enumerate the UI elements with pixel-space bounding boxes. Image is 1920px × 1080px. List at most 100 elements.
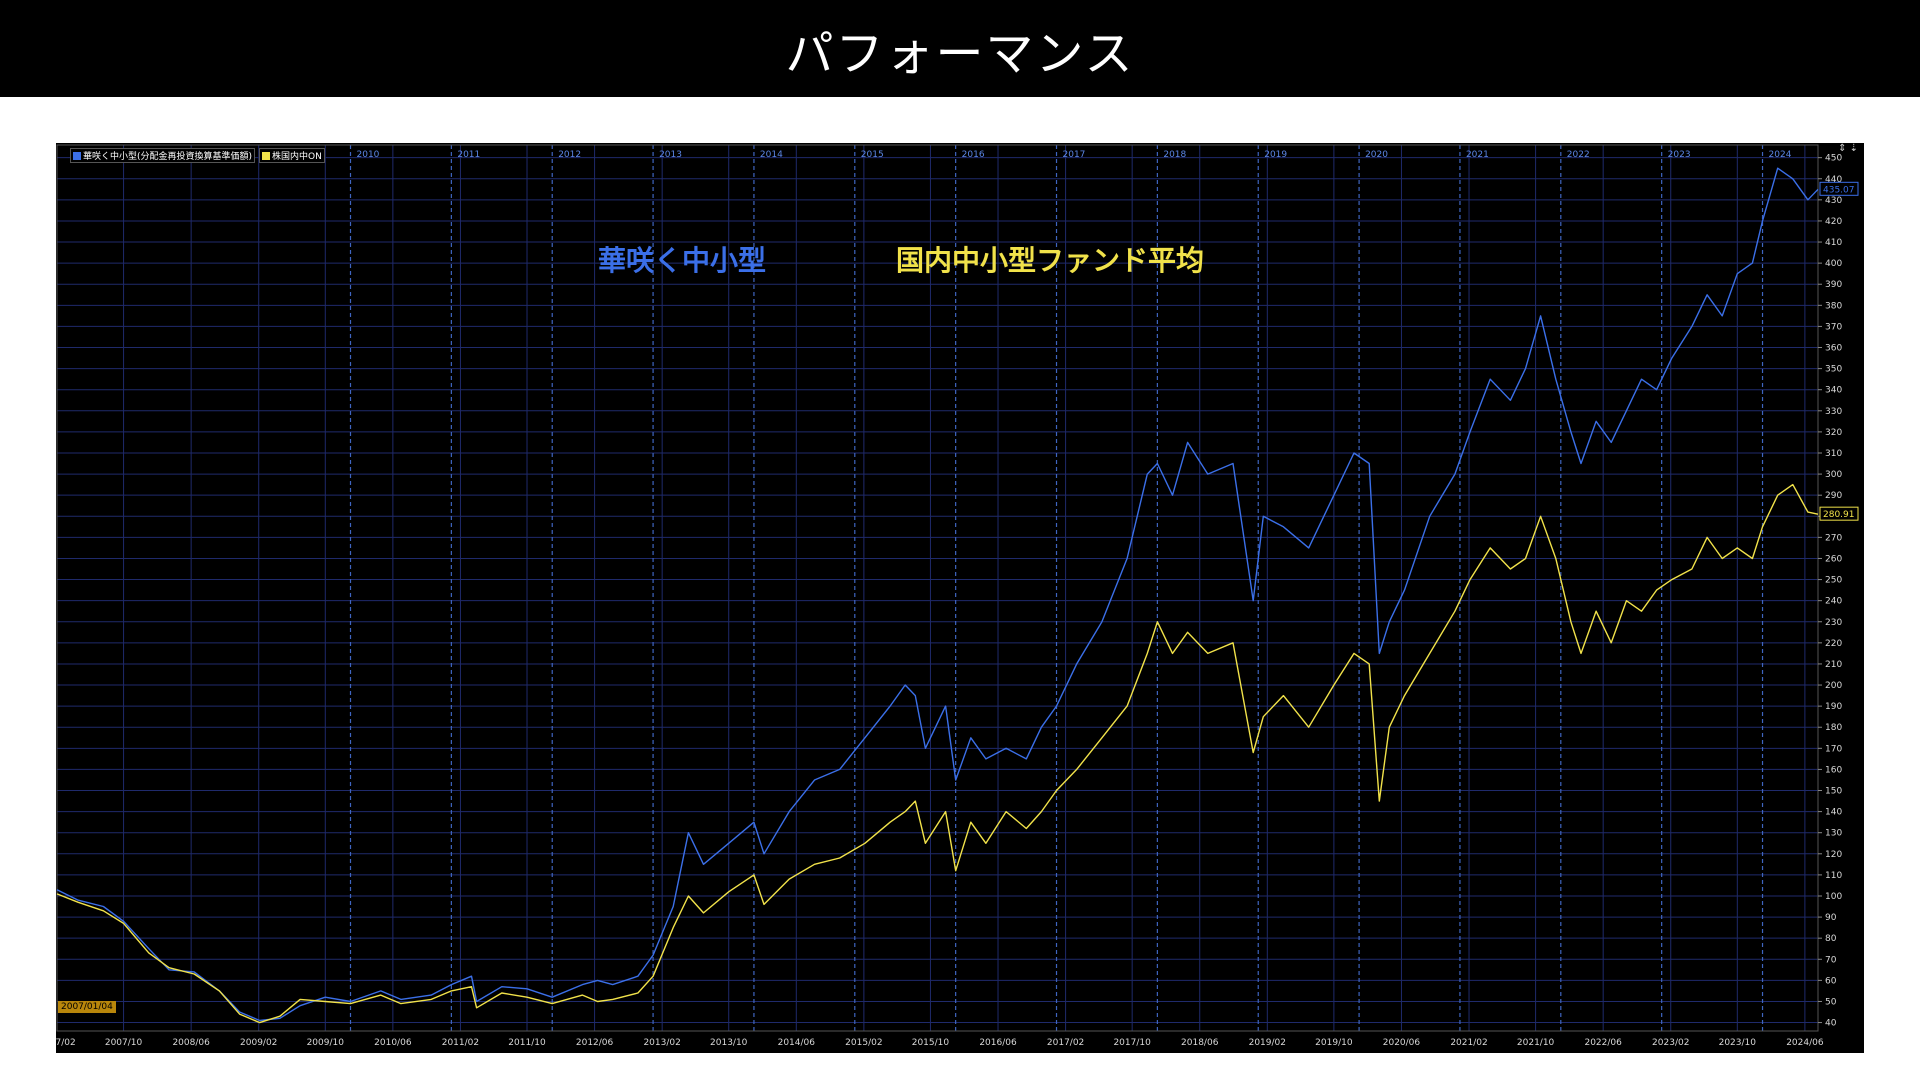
x-tick-label: 2015/02 bbox=[845, 1038, 882, 1048]
y-tick-label: 130 bbox=[1825, 829, 1842, 839]
y-tick-label: 290 bbox=[1825, 491, 1842, 501]
legend-label-fund: 華咲く中小型(分配金再投資換算基準価額) bbox=[83, 152, 253, 162]
y-tick-label: 310 bbox=[1825, 449, 1842, 459]
legend-item-fund[interactable]: 華咲く中小型(分配金再投資換算基準価額) bbox=[70, 148, 256, 163]
y-tick-label: 370 bbox=[1825, 322, 1842, 332]
year-label: 2023 bbox=[1668, 150, 1691, 160]
y-tick-label: 70 bbox=[1825, 955, 1837, 965]
y-tick-label: 190 bbox=[1825, 702, 1842, 712]
y-tick-label: 350 bbox=[1825, 365, 1842, 375]
x-tick-label: 2013/10 bbox=[710, 1038, 748, 1048]
y-tick-label: 360 bbox=[1825, 344, 1842, 354]
plot-border bbox=[56, 144, 1819, 1032]
year-label: 2022 bbox=[1567, 150, 1590, 160]
year-label: 2019 bbox=[1264, 150, 1287, 160]
legend-item-avg[interactable]: 株国内中ON bbox=[259, 148, 325, 163]
y-tick-label: 160 bbox=[1825, 765, 1842, 775]
y-tick-label: 240 bbox=[1825, 597, 1842, 607]
year-label: 2024 bbox=[1769, 150, 1792, 160]
legend: 華咲く中小型(分配金再投資換算基準価額) 株国内中ON bbox=[70, 148, 325, 163]
x-tick-label: 2007/02 bbox=[56, 1038, 76, 1048]
year-label: 2014 bbox=[760, 150, 783, 160]
y-tick-label: 200 bbox=[1825, 681, 1842, 691]
y-tick-label: 120 bbox=[1825, 850, 1842, 860]
year-label: 2017 bbox=[1063, 150, 1086, 160]
year-label: 2018 bbox=[1163, 150, 1186, 160]
last-value-label-0: 435.07 bbox=[1823, 185, 1855, 195]
series-line-fund bbox=[56, 167, 1819, 1022]
x-tick-label: 2022/06 bbox=[1584, 1038, 1622, 1048]
y-tick-label: 40 bbox=[1825, 1019, 1837, 1029]
y-tick-label: 440 bbox=[1825, 175, 1842, 185]
y-tick-label: 320 bbox=[1825, 428, 1842, 438]
x-tick-label: 2023/10 bbox=[1719, 1038, 1757, 1048]
page-title: パフォーマンス bbox=[785, 25, 1135, 82]
year-label: 2021 bbox=[1466, 150, 1489, 160]
annotation-fund: 華咲く中小型 bbox=[598, 244, 767, 277]
x-tick-label: 2011/10 bbox=[508, 1038, 546, 1048]
chart-toolbar-icons[interactable]: ⇕ ⇣ bbox=[1838, 143, 1858, 154]
series-line-average bbox=[56, 483, 1819, 1024]
y-tick-label: 180 bbox=[1825, 723, 1842, 733]
y-tick-label: 220 bbox=[1825, 639, 1842, 649]
y-tick-label: 430 bbox=[1825, 196, 1842, 206]
legend-swatch-avg bbox=[262, 151, 271, 160]
y-tick-label: 400 bbox=[1825, 259, 1842, 269]
y-tick-label: 340 bbox=[1825, 386, 1842, 396]
x-tick-label: 2023/02 bbox=[1652, 1038, 1689, 1048]
year-label: 2010 bbox=[357, 150, 380, 160]
legend-swatch-fund bbox=[73, 151, 81, 160]
plot-background bbox=[56, 143, 1864, 1053]
y-tick-label: 390 bbox=[1825, 280, 1842, 290]
y-tick-label: 210 bbox=[1825, 660, 1842, 670]
y-tick-label: 80 bbox=[1825, 934, 1837, 944]
x-tick-label: 2011/02 bbox=[442, 1038, 479, 1048]
year-label: 2012 bbox=[558, 150, 581, 160]
y-tick-label: 380 bbox=[1825, 301, 1842, 311]
y-tick-label: 170 bbox=[1825, 744, 1842, 754]
y-tick-label: 450 bbox=[1825, 154, 1842, 164]
x-tick-label: 2014/06 bbox=[778, 1038, 816, 1048]
x-tick-label: 2009/02 bbox=[240, 1038, 277, 1048]
year-label: 2016 bbox=[962, 150, 985, 160]
x-tick-label: 2015/10 bbox=[912, 1038, 950, 1048]
y-tick-label: 270 bbox=[1825, 533, 1842, 543]
year-label: 2020 bbox=[1365, 150, 1388, 160]
y-tick-label: 90 bbox=[1825, 913, 1837, 923]
y-tick-label: 330 bbox=[1825, 407, 1842, 417]
x-tick-label: 2010/06 bbox=[374, 1038, 412, 1048]
chart-frame: 2010 2011 2012 2013 2014 2015 2016 2017 2018 2019… bbox=[56, 143, 1864, 1053]
last-value-box-1 bbox=[1819, 506, 1859, 521]
x-tick-label: 2018/06 bbox=[1181, 1038, 1219, 1048]
x-tick-label: 2012/06 bbox=[576, 1038, 614, 1048]
y-tick-label: 410 bbox=[1825, 238, 1842, 248]
annotation-average: 国内中小型ファンド平均 bbox=[896, 244, 1205, 277]
y-tick-label: 140 bbox=[1825, 808, 1842, 818]
y-tick-label: 110 bbox=[1825, 871, 1842, 881]
last-value-label-1: 280.91 bbox=[1823, 510, 1855, 520]
x-tick-label: 2017/02 bbox=[1047, 1038, 1084, 1048]
x-tick-label: 2008/06 bbox=[172, 1038, 210, 1048]
year-label: 2013 bbox=[659, 150, 682, 160]
y-tick-label: 150 bbox=[1825, 787, 1842, 797]
x-tick-label: 2020/06 bbox=[1383, 1038, 1421, 1048]
x-tick-label: 2019/02 bbox=[1249, 1038, 1286, 1048]
year-label: 2011 bbox=[457, 150, 480, 160]
start-date-label: 2007/01/04 bbox=[58, 1001, 116, 1013]
y-tick-label: 260 bbox=[1825, 554, 1842, 564]
line-chart: 2010 2011 2012 2013 2014 2015 2016 2017 2018 2019… bbox=[56, 143, 1864, 1053]
y-tick-label: 230 bbox=[1825, 618, 1842, 628]
last-value-box-0 bbox=[1819, 181, 1859, 196]
x-tick-label: 2009/10 bbox=[307, 1038, 345, 1048]
year-label: 2015 bbox=[861, 150, 884, 160]
y-tick-label: 420 bbox=[1825, 217, 1842, 227]
x-tick-label: 2024/06 bbox=[1786, 1038, 1824, 1048]
x-tick-label: 2007/10 bbox=[105, 1038, 143, 1048]
y-tick-label: 300 bbox=[1825, 470, 1842, 480]
x-tick-label: 2021/02 bbox=[1450, 1038, 1487, 1048]
x-tick-label: 2013/02 bbox=[643, 1038, 680, 1048]
x-tick-label: 2019/10 bbox=[1315, 1038, 1353, 1048]
x-tick-label: 2017/10 bbox=[1113, 1038, 1151, 1048]
x-tick-label: 2021/10 bbox=[1517, 1038, 1555, 1048]
legend-label-avg: 株国内中ON bbox=[272, 152, 322, 162]
